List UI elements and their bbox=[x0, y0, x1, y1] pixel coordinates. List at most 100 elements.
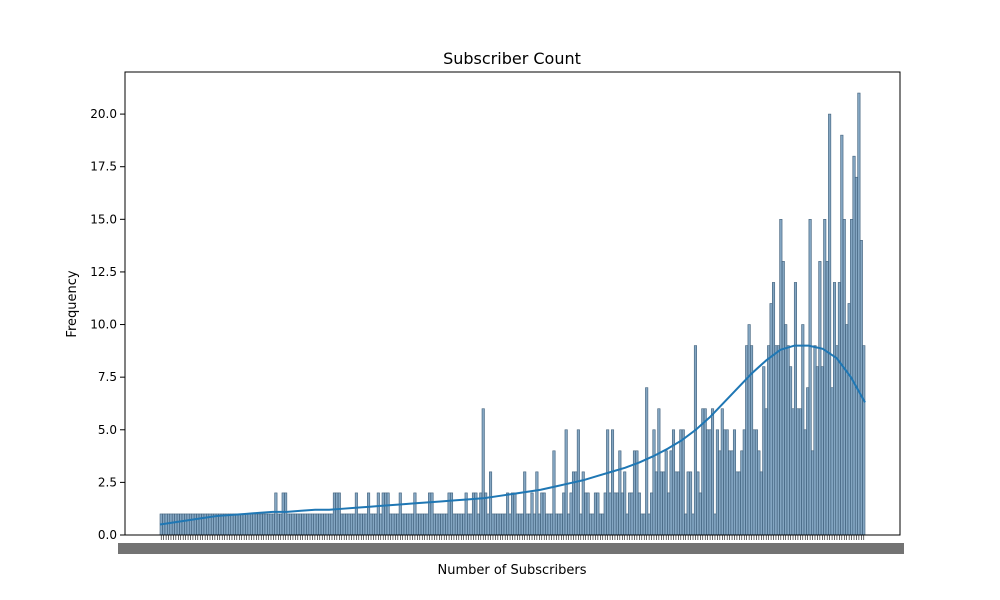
histogram-bar bbox=[798, 408, 802, 536]
histogram-bar bbox=[362, 513, 366, 536]
histogram-bar bbox=[640, 513, 644, 536]
x-axis-label: Number of Subscribers bbox=[437, 563, 586, 578]
histogram-bar bbox=[408, 513, 412, 536]
histogram-bar bbox=[669, 450, 673, 536]
histogram-bar bbox=[442, 513, 446, 536]
histogram-bar bbox=[764, 408, 768, 536]
histogram-bar bbox=[757, 450, 761, 536]
histogram-bar bbox=[730, 450, 734, 536]
histogram-bar bbox=[167, 513, 171, 536]
histogram-bar bbox=[579, 513, 583, 536]
histogram-bar bbox=[715, 429, 719, 536]
histogram-bar bbox=[803, 429, 807, 536]
histogram-bar bbox=[457, 513, 461, 536]
histogram-bar bbox=[437, 513, 441, 536]
histogram-bar bbox=[310, 513, 314, 536]
histogram-bar bbox=[364, 513, 368, 536]
histogram-bar bbox=[620, 492, 624, 536]
histogram-bar bbox=[384, 492, 388, 536]
histogram-bar bbox=[662, 471, 666, 536]
histogram-bar bbox=[776, 345, 780, 536]
histogram-bar bbox=[247, 513, 251, 536]
histogram-bar bbox=[418, 513, 422, 536]
histogram-bar bbox=[220, 513, 224, 536]
histogram-bar bbox=[689, 471, 693, 536]
histogram-bar bbox=[389, 513, 393, 536]
histogram-bar bbox=[228, 513, 232, 536]
histogram-bar bbox=[837, 282, 841, 536]
histogram-bar bbox=[176, 513, 180, 536]
histogram-bar bbox=[781, 261, 785, 536]
histogram-bar bbox=[528, 513, 532, 536]
y-tick-label: 7.5 bbox=[98, 370, 117, 384]
y-tick-label: 0.0 bbox=[98, 528, 117, 542]
histogram-bar bbox=[452, 513, 456, 536]
histogram-bar bbox=[664, 450, 668, 536]
histogram-bar bbox=[681, 429, 685, 536]
histogram-bar bbox=[313, 513, 317, 536]
histogram-bar bbox=[501, 513, 505, 536]
histogram-bar bbox=[447, 492, 451, 536]
histogram-bar bbox=[659, 471, 663, 536]
histogram-bar bbox=[252, 513, 256, 536]
histogram-bar bbox=[740, 450, 744, 536]
histogram-bar bbox=[584, 492, 588, 536]
histogram-bar bbox=[262, 513, 266, 536]
histogram-bar bbox=[240, 513, 244, 536]
histogram-bar bbox=[345, 513, 349, 536]
histogram-bar bbox=[374, 513, 378, 536]
histogram-bar bbox=[530, 492, 534, 536]
histogram-bar bbox=[193, 513, 197, 536]
histogram-bar bbox=[498, 513, 502, 536]
histogram-bar bbox=[586, 492, 590, 536]
histogram-bar bbox=[610, 429, 615, 536]
histogram-bar bbox=[569, 492, 573, 536]
histogram-bar bbox=[754, 429, 758, 536]
histogram-bar bbox=[301, 513, 305, 536]
histogram-bar bbox=[308, 513, 312, 536]
histogram-bar bbox=[445, 513, 449, 536]
histogram-bar bbox=[391, 513, 395, 536]
histogram-bar bbox=[774, 345, 778, 536]
histogram-bar bbox=[693, 345, 697, 536]
histogram-bar bbox=[435, 513, 439, 536]
histogram-bar bbox=[403, 513, 407, 536]
histogram-bar bbox=[486, 513, 490, 536]
histogram-bar bbox=[523, 471, 527, 536]
histogram-bar bbox=[288, 513, 293, 536]
histogram-bar bbox=[496, 513, 500, 536]
histogram-bar bbox=[171, 513, 175, 536]
histogram-bar bbox=[835, 345, 839, 536]
histogram-bar bbox=[415, 513, 419, 536]
histogram-bar bbox=[606, 429, 610, 536]
histogram-bar bbox=[676, 471, 680, 536]
histogram-bar bbox=[608, 492, 612, 536]
histogram-bar bbox=[320, 513, 324, 536]
histogram-bar bbox=[520, 513, 524, 536]
histogram-bar bbox=[503, 513, 507, 536]
histogram-bar bbox=[762, 366, 766, 536]
histogram-bar bbox=[542, 492, 546, 536]
histogram-bar bbox=[559, 513, 563, 536]
histogram-bar bbox=[728, 450, 732, 536]
histogram-bar bbox=[845, 324, 849, 536]
histogram-bar bbox=[401, 513, 405, 536]
histogram-bar bbox=[701, 408, 705, 536]
histogram-bar bbox=[454, 513, 458, 536]
histogram-bar bbox=[340, 513, 344, 536]
histogram-bar bbox=[525, 513, 529, 536]
histogram-bar bbox=[537, 513, 541, 536]
histogram-bar bbox=[813, 345, 817, 536]
histogram-bar bbox=[298, 513, 302, 536]
histogram-bar bbox=[735, 471, 739, 536]
histogram-bar bbox=[808, 219, 812, 536]
histogram-bar bbox=[703, 408, 707, 536]
histogram-bar bbox=[593, 492, 597, 536]
histogram-bar bbox=[698, 492, 702, 536]
histogram-bar bbox=[625, 513, 629, 536]
histogram-bar bbox=[191, 513, 195, 536]
histogram-bar bbox=[637, 492, 641, 536]
histogram-bar bbox=[769, 303, 773, 536]
histogram-bar bbox=[440, 513, 444, 536]
histogram-bar bbox=[567, 513, 571, 536]
